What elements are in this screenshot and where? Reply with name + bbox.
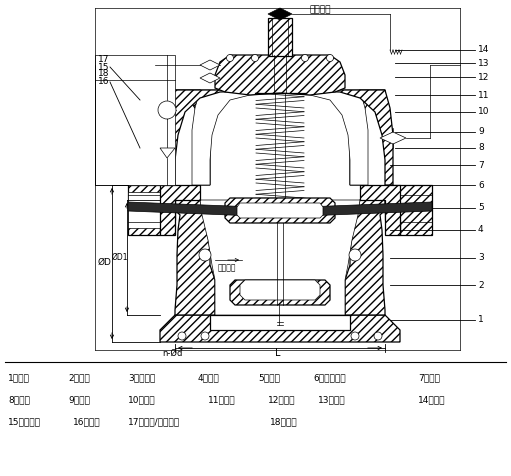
Polygon shape — [160, 185, 200, 235]
Text: n-Ød: n-Ød — [162, 348, 182, 357]
Text: 4、阀瓣: 4、阀瓣 — [198, 374, 220, 383]
Text: 7: 7 — [478, 160, 484, 169]
Text: 2: 2 — [478, 280, 483, 289]
Text: 8、螺栓: 8、螺栓 — [8, 396, 30, 405]
Text: 14、球阀: 14、球阀 — [418, 396, 446, 405]
Polygon shape — [268, 18, 292, 56]
Text: 11、螺母: 11、螺母 — [208, 396, 236, 405]
Polygon shape — [360, 185, 400, 235]
Text: ØD1: ØD1 — [112, 252, 128, 261]
Polygon shape — [160, 315, 400, 342]
Polygon shape — [385, 185, 432, 235]
Polygon shape — [225, 198, 335, 223]
Circle shape — [251, 54, 259, 61]
Text: 3: 3 — [478, 254, 484, 262]
Text: 10、螺母: 10、螺母 — [128, 396, 156, 405]
Polygon shape — [192, 90, 368, 185]
Text: 18、球阀: 18、球阀 — [270, 417, 297, 426]
Text: 进水方向: 进水方向 — [218, 264, 237, 272]
Text: 14: 14 — [478, 46, 490, 54]
Polygon shape — [230, 280, 330, 305]
Circle shape — [351, 332, 359, 340]
Text: 5、阀杆: 5、阀杆 — [258, 374, 280, 383]
Polygon shape — [175, 90, 210, 185]
Text: 6: 6 — [478, 180, 484, 189]
Text: 13、球阀: 13、球阀 — [318, 396, 345, 405]
Polygon shape — [167, 90, 393, 185]
Polygon shape — [95, 55, 175, 185]
Text: 11: 11 — [478, 90, 490, 99]
Text: 9: 9 — [478, 128, 484, 137]
Text: 12、弹簧: 12、弹簧 — [268, 396, 295, 405]
Polygon shape — [200, 60, 220, 70]
Polygon shape — [237, 203, 323, 218]
Text: 6、膜片压板: 6、膜片压板 — [313, 374, 345, 383]
Circle shape — [301, 54, 309, 61]
Text: 18: 18 — [98, 69, 109, 78]
Polygon shape — [175, 200, 215, 315]
Text: 15: 15 — [98, 62, 109, 71]
Circle shape — [178, 332, 186, 340]
Text: 8: 8 — [478, 143, 484, 152]
Text: 17: 17 — [98, 56, 109, 65]
Text: 5: 5 — [478, 204, 484, 212]
Text: 12: 12 — [478, 72, 490, 81]
Circle shape — [201, 332, 209, 340]
Text: ØD: ØD — [98, 258, 112, 267]
Polygon shape — [240, 280, 320, 300]
Circle shape — [349, 249, 361, 261]
Text: 7、膜片: 7、膜片 — [418, 374, 440, 383]
Text: L: L — [275, 348, 281, 358]
Text: 9、阀盖: 9、阀盖 — [68, 396, 90, 405]
Polygon shape — [268, 8, 292, 20]
Circle shape — [327, 54, 334, 61]
Polygon shape — [345, 200, 385, 315]
Circle shape — [226, 54, 234, 61]
Polygon shape — [300, 202, 432, 216]
Polygon shape — [215, 55, 345, 95]
Circle shape — [158, 101, 176, 119]
Text: 接下水管: 接下水管 — [310, 6, 332, 14]
Text: 16: 16 — [98, 78, 109, 87]
Text: 10: 10 — [478, 108, 490, 117]
Polygon shape — [128, 192, 175, 228]
Polygon shape — [200, 73, 220, 83]
Text: 1、阀体: 1、阀体 — [8, 374, 30, 383]
Polygon shape — [210, 315, 350, 330]
Circle shape — [374, 332, 382, 340]
Polygon shape — [350, 90, 385, 185]
Polygon shape — [128, 185, 175, 235]
Text: 1: 1 — [478, 316, 484, 325]
Polygon shape — [200, 200, 360, 315]
Text: 4: 4 — [478, 226, 483, 235]
Text: 16、球阀: 16、球阀 — [73, 417, 101, 426]
Circle shape — [199, 249, 211, 261]
Text: 13: 13 — [478, 59, 490, 68]
Text: 2、螺母: 2、螺母 — [68, 374, 90, 383]
Polygon shape — [128, 202, 260, 216]
Text: 3、密封圈: 3、密封圈 — [128, 374, 155, 383]
Polygon shape — [380, 132, 406, 144]
Text: 15、压力表: 15、压力表 — [8, 417, 41, 426]
Text: 17、泄压/持压导阀: 17、泄压/持压导阀 — [128, 417, 180, 426]
Polygon shape — [160, 148, 175, 158]
